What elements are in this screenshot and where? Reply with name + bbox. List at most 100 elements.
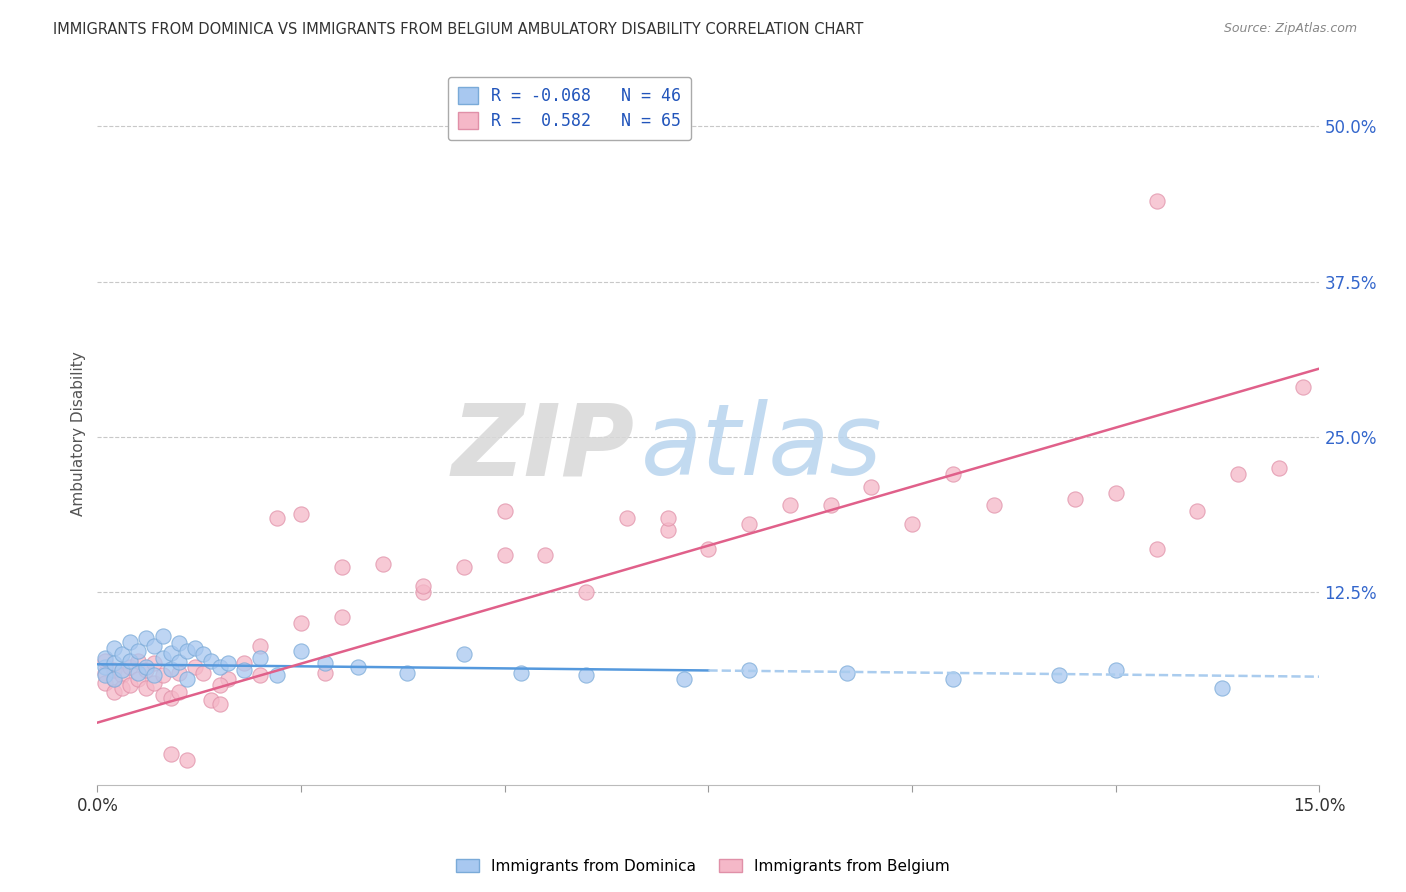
Point — [103, 656, 125, 670]
Point — [159, 747, 181, 761]
Point — [347, 659, 370, 673]
Point — [208, 678, 231, 692]
Point — [118, 653, 141, 667]
Point — [111, 668, 134, 682]
Point — [135, 681, 157, 695]
Point — [453, 560, 475, 574]
Point — [200, 693, 222, 707]
Point — [1187, 504, 1209, 518]
Point — [290, 616, 312, 631]
Point — [820, 498, 842, 512]
Point — [94, 653, 117, 667]
Point — [249, 639, 271, 653]
Point — [217, 656, 239, 670]
Point — [1146, 541, 1168, 556]
Point — [672, 672, 695, 686]
Text: atlas: atlas — [641, 400, 883, 496]
Point — [118, 678, 141, 692]
Point — [453, 648, 475, 662]
Point — [159, 662, 181, 676]
Point — [111, 664, 134, 678]
Point — [1064, 491, 1087, 506]
Point — [249, 651, 271, 665]
Point — [111, 648, 134, 662]
Point — [118, 659, 141, 673]
Point — [143, 676, 166, 690]
Point — [266, 510, 288, 524]
Point — [233, 656, 256, 670]
Point — [167, 636, 190, 650]
Point — [184, 641, 207, 656]
Point — [103, 641, 125, 656]
Point — [176, 753, 198, 767]
Point — [779, 498, 801, 512]
Point — [143, 639, 166, 653]
Point — [942, 672, 965, 686]
Point — [159, 690, 181, 705]
Point — [314, 665, 336, 680]
Point — [127, 672, 149, 686]
Point — [167, 684, 190, 698]
Point — [103, 672, 125, 686]
Point — [1267, 461, 1289, 475]
Point — [118, 635, 141, 649]
Point — [152, 668, 174, 682]
Legend: Immigrants from Dominica, Immigrants from Belgium: Immigrants from Dominica, Immigrants fro… — [450, 853, 956, 880]
Point — [738, 664, 761, 678]
Point — [200, 653, 222, 667]
Point — [159, 646, 181, 660]
Point — [135, 631, 157, 645]
Legend: R = -0.068   N = 46, R =  0.582   N = 65: R = -0.068 N = 46, R = 0.582 N = 65 — [449, 77, 692, 140]
Point — [208, 659, 231, 673]
Point — [184, 659, 207, 673]
Text: Source: ZipAtlas.com: Source: ZipAtlas.com — [1223, 22, 1357, 36]
Point — [657, 523, 679, 537]
Point — [111, 681, 134, 695]
Point — [494, 548, 516, 562]
Point — [94, 676, 117, 690]
Point — [193, 665, 215, 680]
Point — [835, 665, 858, 680]
Point — [575, 585, 598, 599]
Point — [330, 610, 353, 624]
Point — [176, 672, 198, 686]
Point — [94, 665, 117, 680]
Point — [176, 643, 198, 657]
Point — [510, 665, 533, 680]
Point — [103, 684, 125, 698]
Point — [127, 643, 149, 657]
Point — [135, 664, 157, 678]
Point — [143, 668, 166, 682]
Point — [167, 655, 190, 669]
Point — [143, 656, 166, 670]
Point — [697, 541, 720, 556]
Point — [395, 665, 418, 680]
Point — [575, 668, 598, 682]
Point — [330, 560, 353, 574]
Point — [901, 516, 924, 531]
Point — [290, 507, 312, 521]
Point — [738, 516, 761, 531]
Point — [233, 664, 256, 678]
Point — [152, 651, 174, 665]
Point — [94, 668, 117, 682]
Point — [534, 548, 557, 562]
Point — [860, 480, 883, 494]
Point — [249, 668, 271, 682]
Point — [657, 510, 679, 524]
Point — [1047, 668, 1070, 682]
Y-axis label: Ambulatory Disability: Ambulatory Disability — [72, 351, 86, 516]
Point — [94, 651, 117, 665]
Point — [1105, 664, 1128, 678]
Point — [290, 643, 312, 657]
Point — [266, 668, 288, 682]
Point — [983, 498, 1005, 512]
Point — [193, 648, 215, 662]
Point — [103, 664, 125, 678]
Point — [127, 665, 149, 680]
Point — [1292, 380, 1315, 394]
Text: IMMIGRANTS FROM DOMINICA VS IMMIGRANTS FROM BELGIUM AMBULATORY DISABILITY CORREL: IMMIGRANTS FROM DOMINICA VS IMMIGRANTS F… — [53, 22, 863, 37]
Point — [494, 504, 516, 518]
Point — [127, 653, 149, 667]
Point — [208, 697, 231, 711]
